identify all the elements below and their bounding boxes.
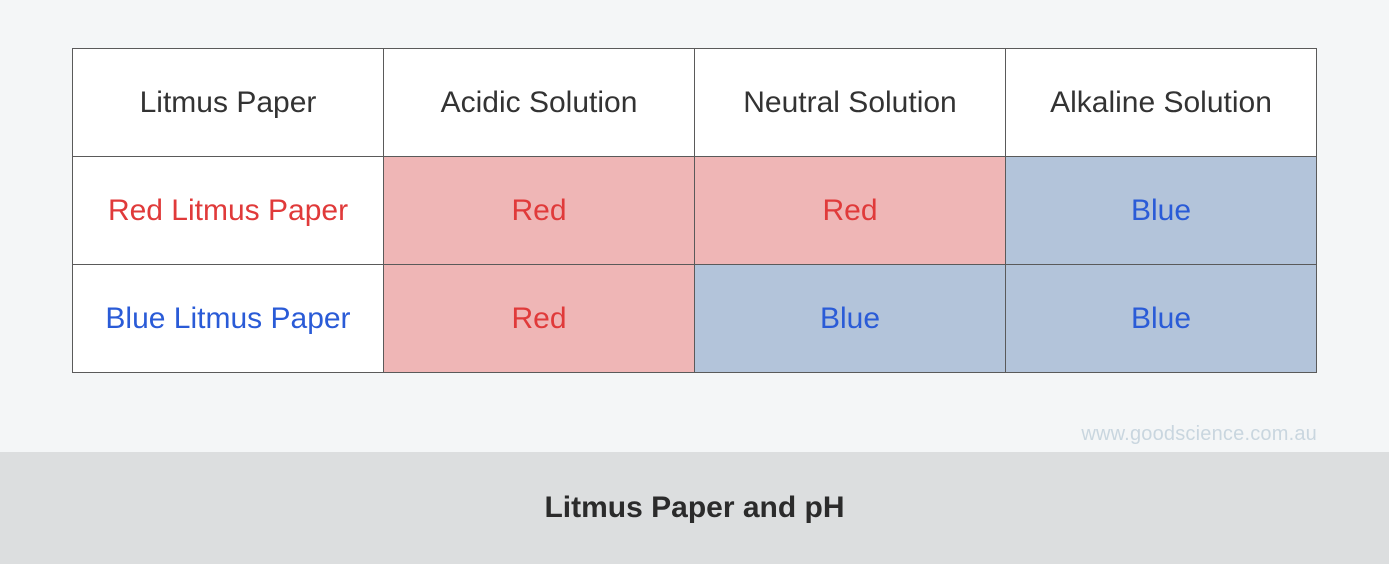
col-header-alkaline: Alkaline Solution <box>1006 49 1317 157</box>
cell-blue-neutral: Blue <box>695 265 1006 373</box>
row-label-red-litmus: Red Litmus Paper <box>73 157 384 265</box>
cell-blue-acidic: Red <box>384 265 695 373</box>
watermark-text: www.goodscience.com.au <box>1081 423 1317 446</box>
caption-bar: Litmus Paper and pH <box>0 452 1389 564</box>
col-header-neutral: Neutral Solution <box>695 49 1006 157</box>
table-area: Litmus Paper Acidic Solution Neutral Sol… <box>0 0 1389 452</box>
table-header-row: Litmus Paper Acidic Solution Neutral Sol… <box>73 49 1317 157</box>
table-row: Red Litmus Paper Red Red Blue <box>73 157 1317 265</box>
cell-red-neutral: Red <box>695 157 1006 265</box>
cell-red-alkaline: Blue <box>1006 157 1317 265</box>
cell-red-acidic: Red <box>384 157 695 265</box>
cell-blue-alkaline: Blue <box>1006 265 1317 373</box>
litmus-table: Litmus Paper Acidic Solution Neutral Sol… <box>72 48 1317 373</box>
row-label-blue-litmus: Blue Litmus Paper <box>73 265 384 373</box>
table-row: Blue Litmus Paper Red Blue Blue <box>73 265 1317 373</box>
col-header-litmus-paper: Litmus Paper <box>73 49 384 157</box>
col-header-acidic: Acidic Solution <box>384 49 695 157</box>
caption-text: Litmus Paper and pH <box>544 491 844 525</box>
